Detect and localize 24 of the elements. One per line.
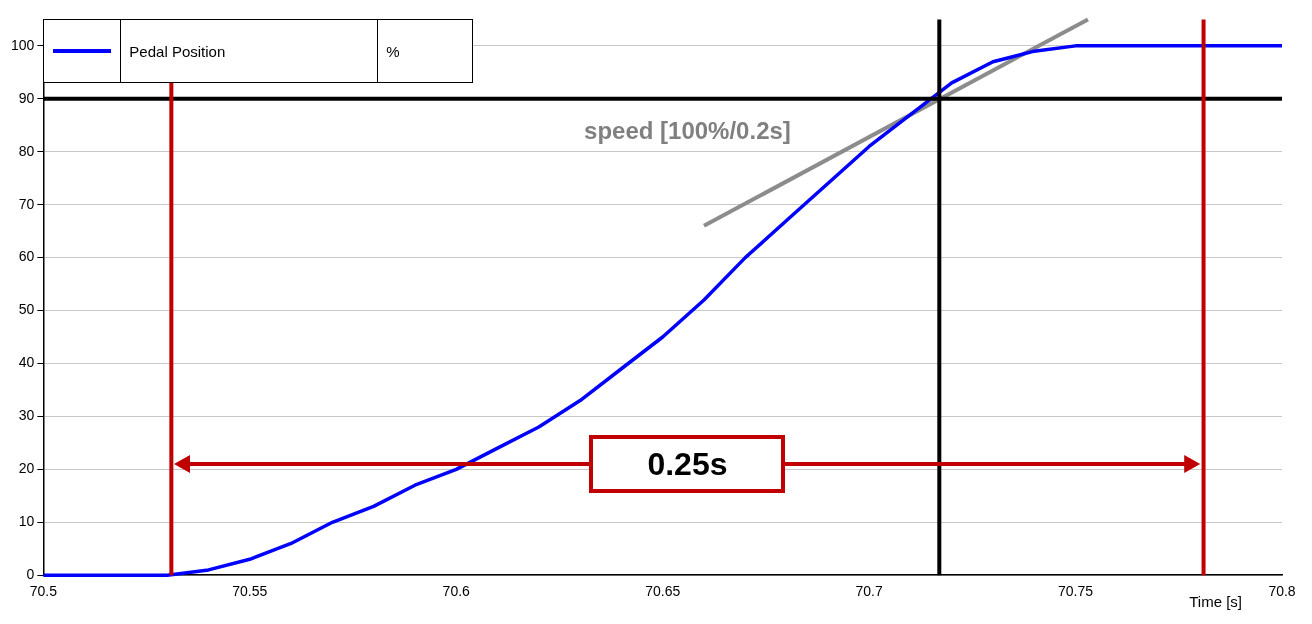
y-tick-label: 100 xyxy=(11,36,35,53)
y-tick-label: 20 xyxy=(18,460,35,477)
x-tick-label: 70.5 xyxy=(29,583,58,600)
x-tick-label: 70.7 xyxy=(855,583,883,600)
y-tick-label: 10 xyxy=(18,513,35,530)
x-tick-label: 70.6 xyxy=(442,583,471,600)
legend-table: Pedal Position % xyxy=(43,19,474,84)
y-tick-label: 30 xyxy=(18,407,35,424)
y-tick-label: 50 xyxy=(18,301,35,318)
y-axis-title: % xyxy=(385,41,401,62)
x-tick-label: 70.8 xyxy=(1268,583,1296,600)
annotation: speed [100%/0.2s] xyxy=(584,116,791,145)
x-tick-label: 70.65 xyxy=(645,583,681,600)
y-tick-label: 0 xyxy=(26,566,35,583)
x-axis-title: Time [s] xyxy=(1189,593,1242,611)
y-tick-label: 60 xyxy=(18,248,35,265)
y-tick-label: 70 xyxy=(18,195,35,212)
legend-label: Pedal Position xyxy=(121,20,379,83)
y-tick-label: 40 xyxy=(18,354,35,371)
x-tick-label: 70.75 xyxy=(1058,583,1094,600)
x-tick-label: 70.55 xyxy=(232,583,268,600)
annotation: 0.25s xyxy=(647,445,728,483)
y-tick-label: 90 xyxy=(18,89,35,106)
y-tick-label: 80 xyxy=(18,142,35,159)
